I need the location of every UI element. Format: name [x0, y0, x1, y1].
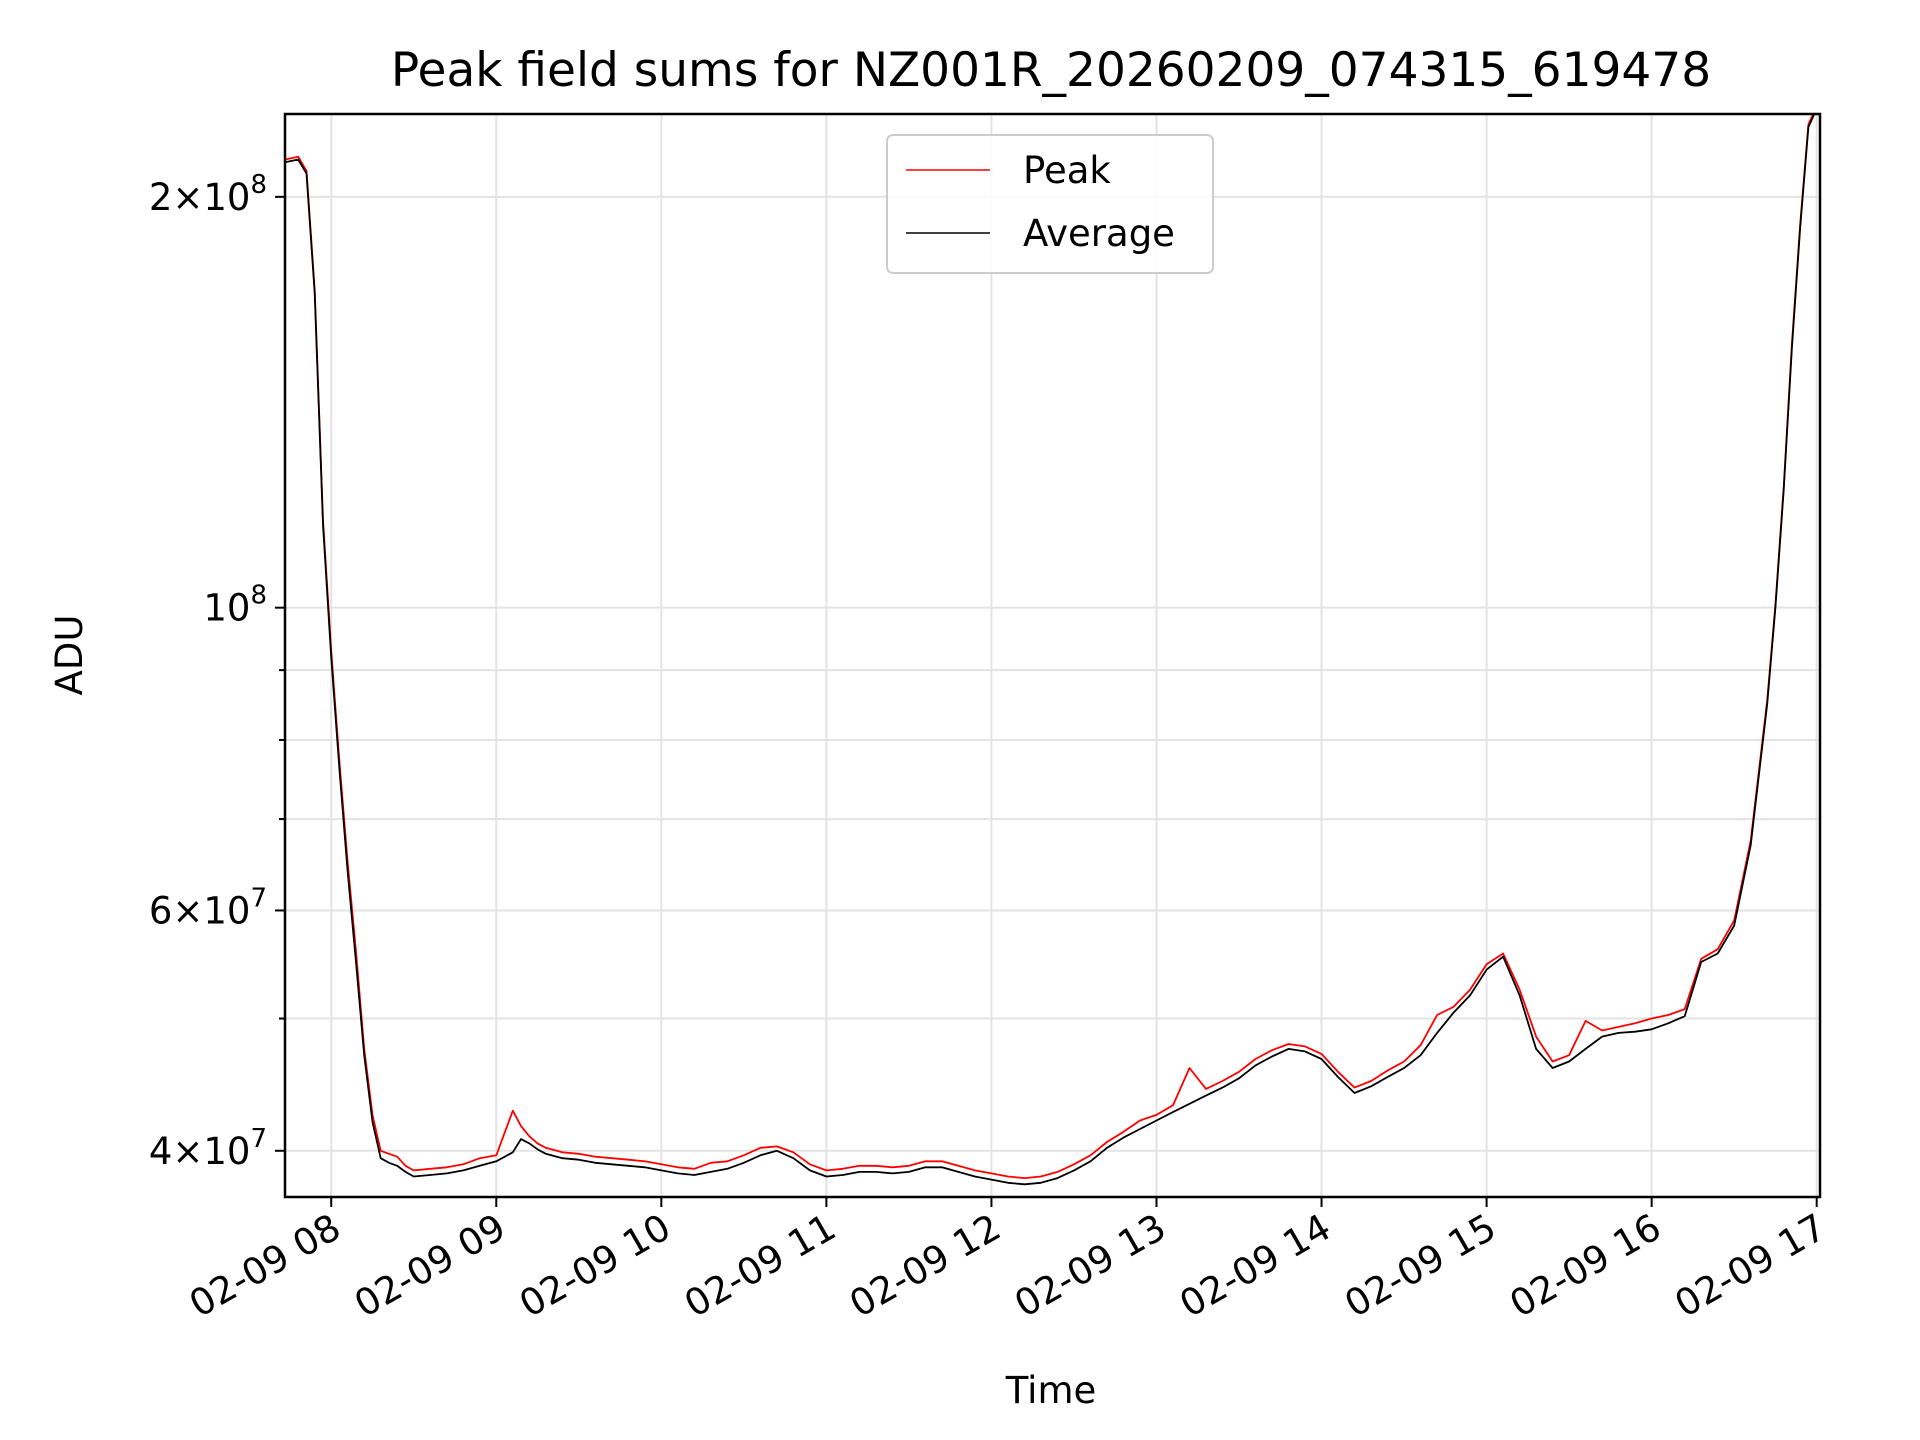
- y-tick-label: 6×107: [149, 883, 267, 932]
- series-line-average: [285, 114, 1816, 1186]
- y-tick-exponent: 7: [250, 883, 267, 913]
- y-tick-exponent: 8: [250, 581, 267, 611]
- y-tick-exponent: 7: [250, 1124, 267, 1154]
- chart-title: Peak field sums for NZ001R_20260209_0743…: [391, 43, 1711, 98]
- y-tick-exponent: 8: [250, 170, 267, 200]
- legend: Peak Average: [886, 134, 1214, 274]
- y-tick-label: 4×107: [149, 1124, 267, 1173]
- y-tick-label: 2×108: [149, 170, 267, 219]
- y-axis-label: ADU: [48, 615, 91, 696]
- y-tick-mantissa: 4×10: [149, 1130, 251, 1173]
- y-tick-mantissa: 2×10: [149, 176, 251, 219]
- y-tick-label: 108: [203, 581, 267, 630]
- y-tick-mantissa: 10: [203, 587, 250, 630]
- legend-label-average: Average: [1023, 212, 1175, 255]
- legend-label-peak: Peak: [1023, 149, 1111, 192]
- plot-frame: [283, 112, 1822, 1199]
- x-axis-label: Time: [1005, 1369, 1097, 1412]
- series-line-peak: [285, 114, 1815, 1179]
- series-layer: [285, 114, 1816, 1186]
- y-tick-mantissa: 6×10: [149, 889, 251, 932]
